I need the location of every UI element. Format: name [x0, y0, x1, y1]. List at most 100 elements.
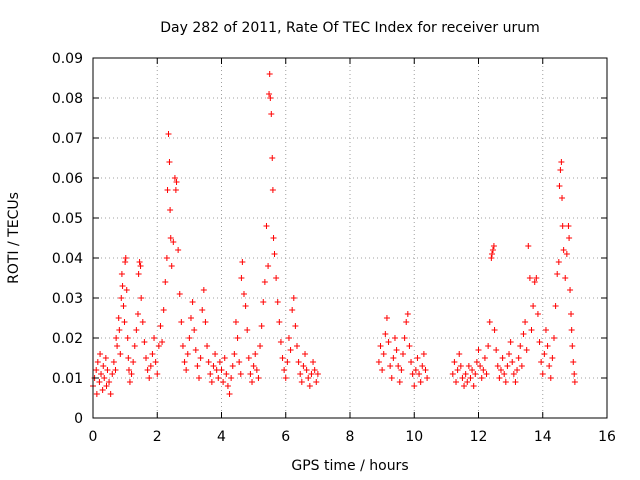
data-point-marker	[197, 355, 204, 361]
data-point-marker	[119, 283, 126, 289]
data-point-marker	[118, 295, 125, 301]
data-point-marker	[565, 223, 572, 229]
data-point-marker	[271, 251, 278, 257]
data-point-marker	[300, 363, 307, 369]
data-point-marker	[113, 335, 120, 341]
data-point-marker	[123, 287, 130, 293]
data-point-marker	[293, 343, 300, 349]
data-point-marker	[462, 371, 469, 377]
data-point-marker	[568, 311, 575, 317]
data-point-marker	[507, 339, 514, 345]
data-point-marker	[139, 319, 146, 325]
data-point-marker	[146, 375, 153, 381]
data-point-marker	[232, 319, 239, 325]
data-point-marker	[154, 371, 161, 377]
data-point-marker	[493, 347, 500, 353]
data-point-marker	[478, 375, 485, 381]
data-point-marker	[552, 303, 559, 309]
data-point-marker	[388, 375, 395, 381]
data-point-marker	[186, 335, 193, 341]
data-point-marker	[298, 379, 305, 385]
data-point-marker	[536, 339, 543, 345]
data-point-marker	[470, 383, 477, 389]
data-point-marker	[477, 363, 484, 369]
data-point-marker	[104, 367, 111, 373]
data-point-marker	[202, 319, 209, 325]
data-point-marker	[116, 327, 123, 333]
data-point-marker	[165, 131, 172, 137]
data-point-marker	[497, 367, 504, 373]
data-point-marker	[414, 355, 421, 361]
data-point-marker	[383, 315, 390, 321]
data-point-marker	[533, 275, 540, 281]
data-point-marker	[178, 319, 185, 325]
data-point-marker	[488, 255, 495, 261]
data-point-marker	[133, 327, 140, 333]
data-point-marker	[258, 323, 265, 329]
data-point-marker	[279, 355, 286, 361]
data-point-marker	[412, 367, 419, 373]
data-point-marker	[224, 383, 231, 389]
data-point-marker	[194, 363, 201, 369]
data-point-marker	[554, 271, 561, 277]
data-point-marker	[270, 235, 277, 241]
data-point-marker	[192, 347, 199, 353]
y-tick-label: 0.04	[52, 251, 83, 267]
data-point-marker	[200, 287, 207, 293]
data-point-marker	[99, 387, 106, 393]
data-point-marker	[486, 319, 493, 325]
data-point-marker	[406, 343, 413, 349]
data-point-marker	[456, 351, 463, 357]
data-point-marker	[247, 371, 254, 377]
data-point-marker	[568, 327, 575, 333]
y-tick-label: 0	[74, 411, 83, 427]
data-point-marker	[562, 275, 569, 281]
data-point-marker	[228, 375, 235, 381]
data-point-marker	[504, 363, 511, 369]
data-point-marker	[485, 343, 492, 349]
data-point-marker	[287, 347, 294, 353]
data-point-marker	[489, 247, 496, 253]
data-point-marker	[417, 379, 424, 385]
data-point-marker	[311, 367, 318, 373]
data-point-marker	[525, 243, 532, 249]
data-point-marker	[276, 319, 283, 325]
x-tick-label: 2	[153, 429, 162, 445]
data-point-marker	[566, 235, 573, 241]
data-point-marker	[173, 179, 180, 185]
data-point-marker	[289, 307, 296, 313]
data-point-marker	[236, 359, 243, 365]
data-point-marker	[184, 351, 191, 357]
data-point-marker	[295, 359, 302, 365]
x-tick-label: 14	[534, 429, 552, 445]
x-tick-label: 12	[470, 429, 488, 445]
data-point-marker	[542, 327, 549, 333]
data-point-marker	[114, 343, 121, 349]
data-point-marker	[125, 355, 132, 361]
data-point-marker	[457, 363, 464, 369]
data-point-marker	[265, 263, 272, 269]
data-point-marker	[420, 351, 427, 357]
data-point-marker	[305, 375, 312, 381]
data-point-marker	[267, 95, 274, 101]
data-point-marker	[171, 175, 178, 181]
data-point-marker	[237, 371, 244, 377]
data-point-marker	[308, 371, 315, 377]
data-point-marker	[117, 351, 124, 357]
data-point-marker	[257, 343, 264, 349]
data-point-marker	[375, 359, 382, 365]
data-point-marker	[118, 271, 125, 277]
data-point-marker	[401, 335, 408, 341]
data-point-marker	[183, 367, 190, 373]
y-tick-label: 0.06	[52, 171, 83, 187]
data-point-marker	[567, 287, 574, 293]
data-point-marker	[475, 347, 482, 353]
data-point-marker	[512, 379, 519, 385]
data-point-marker	[234, 335, 241, 341]
data-point-marker	[152, 359, 159, 365]
data-point-marker	[189, 299, 196, 305]
data-point-marker	[274, 299, 281, 305]
data-point-marker	[284, 359, 291, 365]
